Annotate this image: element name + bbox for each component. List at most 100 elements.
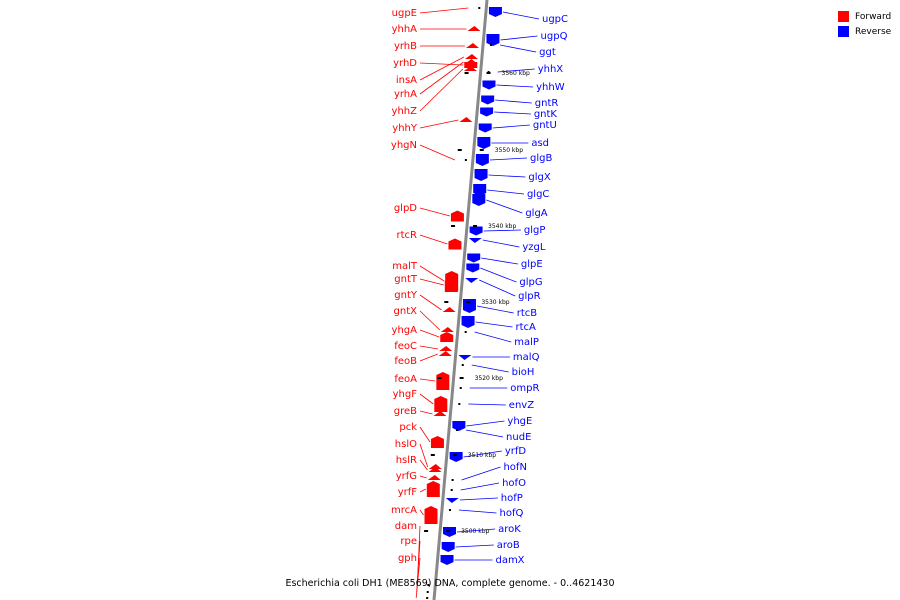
- tick-mark: [444, 301, 449, 303]
- reverse-label-yhhX: yhhX: [538, 64, 564, 75]
- reverse-label-malP: malP: [514, 337, 539, 348]
- forward-leader-pck: [419, 426, 431, 443]
- tick-mark: [466, 301, 471, 303]
- reverse-leader-yzgL: [482, 239, 520, 248]
- reverse-leader-glpR: [479, 279, 516, 297]
- reverse-gene-damX: [440, 555, 454, 565]
- reverse-leader-glgC: [487, 189, 524, 195]
- forward-label-yhhZ: yhhZ: [392, 106, 418, 117]
- forward-leader-yhhZ: [419, 68, 464, 112]
- forward-label-gntT: gntT: [394, 274, 418, 285]
- reverse-leader-yhhW: [496, 84, 534, 88]
- tick-mark: [457, 149, 462, 151]
- reverse-gene-rtcA: [461, 316, 475, 328]
- legend-reverse-label: Reverse: [855, 26, 892, 37]
- reverse-label-hofP: hofP: [501, 493, 523, 504]
- reverse-gene-glgP: [469, 226, 483, 236]
- reverse-gene-glpE: [467, 253, 481, 263]
- reverse-gene-hofQ: [448, 509, 451, 511]
- reverse-label-glgC: glgC: [527, 189, 549, 200]
- reverse-leader-bioH: [471, 364, 509, 373]
- reverse-gene-glgX: [474, 169, 488, 181]
- forward-gene-yrhA: [464, 59, 478, 64]
- forward-label-yhhY: yhhY: [392, 123, 418, 134]
- reverse-label-ggt: ggt: [539, 47, 556, 58]
- forward-label-yrfG: yrfG: [396, 471, 417, 482]
- forward-gene-dam: [427, 584, 430, 586]
- forward-gene-yhgF: [434, 396, 448, 412]
- tick-mark: [424, 530, 429, 532]
- forward-gene-yrfG: [427, 475, 441, 480]
- reverse-label-ugpQ: ugpQ: [541, 31, 568, 42]
- forward-label-greB: greB: [394, 406, 417, 417]
- forward-label-gntY: gntY: [394, 290, 418, 301]
- forward-leader-rtcR: [419, 234, 448, 245]
- forward-label-feoB: feoB: [394, 356, 417, 367]
- forward-gene-hslR: [428, 467, 442, 472]
- reverse-gene-ugpC: [488, 7, 502, 17]
- reverse-gene-glpR: [465, 278, 479, 283]
- reverse-label-aroB: aroB: [497, 540, 520, 551]
- position-ticks: 3560 kbp 3550 kbp 3540 kbp 3530 kbp 3520 kbp…: [424, 70, 530, 535]
- reverse-label-yrfD: yrfD: [505, 446, 527, 457]
- forward-gene-yhgA: [440, 332, 454, 342]
- reverse-gene-glgA: [472, 194, 486, 206]
- reverse-gene-hofP: [445, 498, 459, 503]
- reverse-leader-rtcA: [475, 321, 513, 328]
- map-caption: Escherichia coli DH1 (ME8569) DNA, compl…: [285, 578, 615, 589]
- reverse-leader-hofN: [461, 466, 501, 481]
- tick-mark: [464, 72, 469, 74]
- reverse-leader-yhhX: [497, 68, 535, 73]
- reverse-label-hofN: hofN: [503, 462, 526, 473]
- reverse-gene-rtcB: [462, 299, 476, 313]
- reverse-leader-glgB: [489, 157, 528, 161]
- reverse-label-gntU: gntU: [533, 120, 557, 131]
- reverse-leader-nudE: [465, 429, 504, 438]
- reverse-gene-gntR: [481, 95, 495, 105]
- legend-forward: Forward: [838, 9, 891, 24]
- forward-label-hslO: hslO: [395, 439, 417, 450]
- reverse-label-yzgL: yzgL: [522, 242, 546, 253]
- reverse-leader-yrfD: [463, 450, 502, 458]
- forward-gene-yhgN: [464, 159, 467, 161]
- reverse-gene-ompR: [459, 387, 462, 389]
- forward-leader-feoB: [419, 353, 438, 362]
- reverse-label-bioH: bioH: [512, 367, 535, 378]
- reverse-gene-yhhW: [482, 80, 496, 90]
- forward-swatch: [838, 11, 849, 22]
- forward-gene-gntY: [442, 307, 456, 312]
- reverse-label-gntR: gntR: [535, 98, 559, 109]
- reverse-label-aroK: aroK: [498, 524, 521, 535]
- forward-leader-insA: [419, 56, 465, 81]
- forward-leader-feoA: [419, 378, 436, 382]
- forward-label-mrcA: mrcA: [391, 505, 417, 516]
- reverse-label-glpR: glpR: [518, 291, 540, 302]
- forward-label-yhgN: yhgN: [391, 140, 417, 151]
- forward-label-yrhB: yrhB: [394, 41, 417, 52]
- forward-label-malT: malT: [392, 261, 418, 272]
- reverse-leader-yhgE: [466, 420, 505, 427]
- tick-mark: [452, 454, 457, 456]
- reverse-gene-ggt: [490, 44, 493, 46]
- reverse-leader-hofQ: [458, 509, 497, 514]
- forward-label-glpD: glpD: [394, 203, 417, 214]
- forward-leader-yhgN: [419, 144, 456, 161]
- forward-leader-mrcA: [419, 509, 424, 516]
- tick-mark: [486, 72, 491, 74]
- legend-reverse: Reverse: [838, 24, 891, 39]
- reverse-label-glgA: glgA: [525, 208, 547, 219]
- reverse-gene-malP: [464, 331, 467, 333]
- forward-gene-feoC: [439, 346, 453, 351]
- reverse-gene-ugpQ: [486, 34, 500, 46]
- forward-label-yhgA: yhgA: [392, 325, 418, 336]
- forward-leader-yhgF: [419, 393, 434, 405]
- reverse-leader-gntU: [492, 124, 530, 129]
- forward-label-rtcR: rtcR: [397, 230, 418, 241]
- forward-gene-yrhD: [464, 62, 478, 68]
- forward-leader-hslO: [419, 443, 429, 468]
- tick-label: 3560 kbp: [502, 70, 530, 77]
- forward-label-yrhA: yrhA: [394, 89, 417, 100]
- reverse-leader-ugpQ: [500, 35, 538, 41]
- tick-mark: [430, 454, 435, 456]
